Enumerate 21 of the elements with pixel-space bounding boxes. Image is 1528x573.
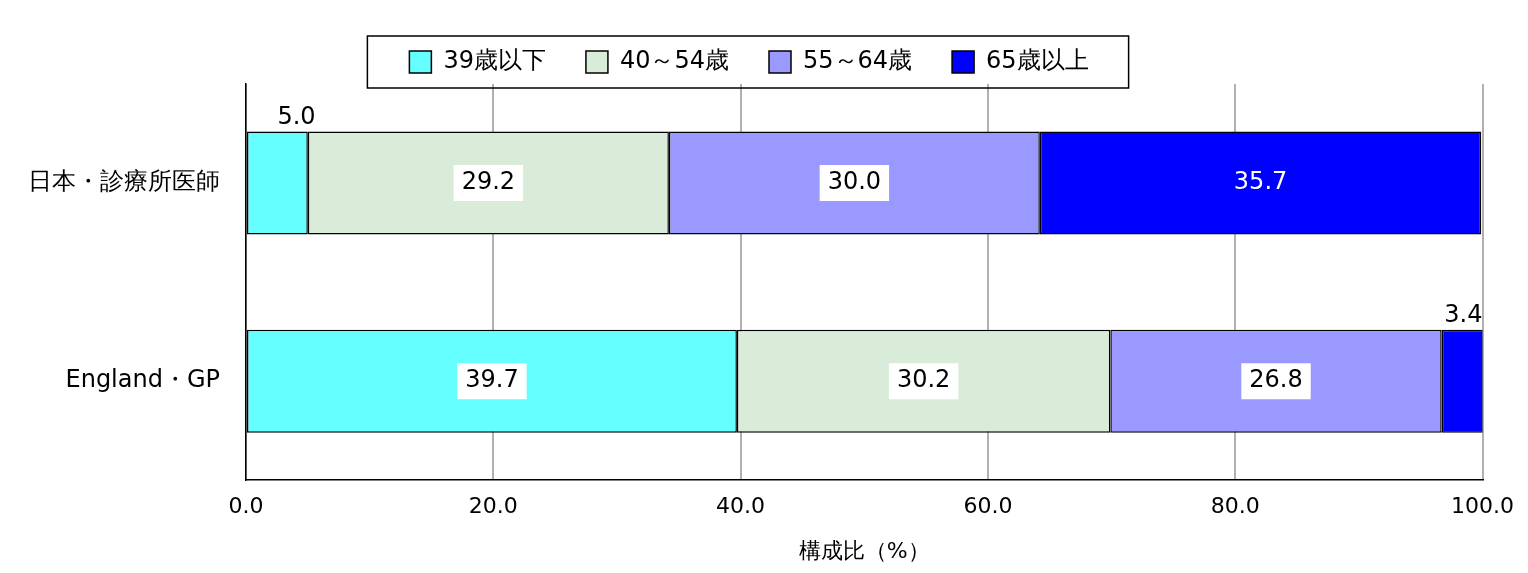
legend-label: 55～64歳 [803,46,913,75]
data-label: 29.2 [461,167,516,196]
x-tick-label: 0.0 [228,493,264,519]
data-label: 35.7 [1233,167,1288,196]
legend-label: 65歳以上 [986,46,1089,75]
data-label: 5.0 [277,101,316,130]
x-tick-label: 60.0 [963,493,1013,519]
data-label: 26.8 [1249,365,1303,394]
x-tick-label: 20.0 [468,493,518,519]
y-tick-label: 日本・診療所医師 [28,167,220,196]
x-axis-title: 構成比（%） [798,537,930,563]
x-tick-label: 80.0 [1210,493,1260,519]
legend-label: 40～54歳 [619,46,729,75]
x-tick-label: 40.0 [716,493,766,519]
legend-label: 39歳以下 [443,46,546,75]
data-label: 39.7 [465,365,519,394]
data-label: 30.2 [896,365,951,394]
x-tick-label: 100.0 [1451,493,1514,519]
data-label: 3.4 [1444,299,1483,328]
y-tick-label: England・GP [65,365,220,394]
data-label: 30.0 [827,167,882,196]
